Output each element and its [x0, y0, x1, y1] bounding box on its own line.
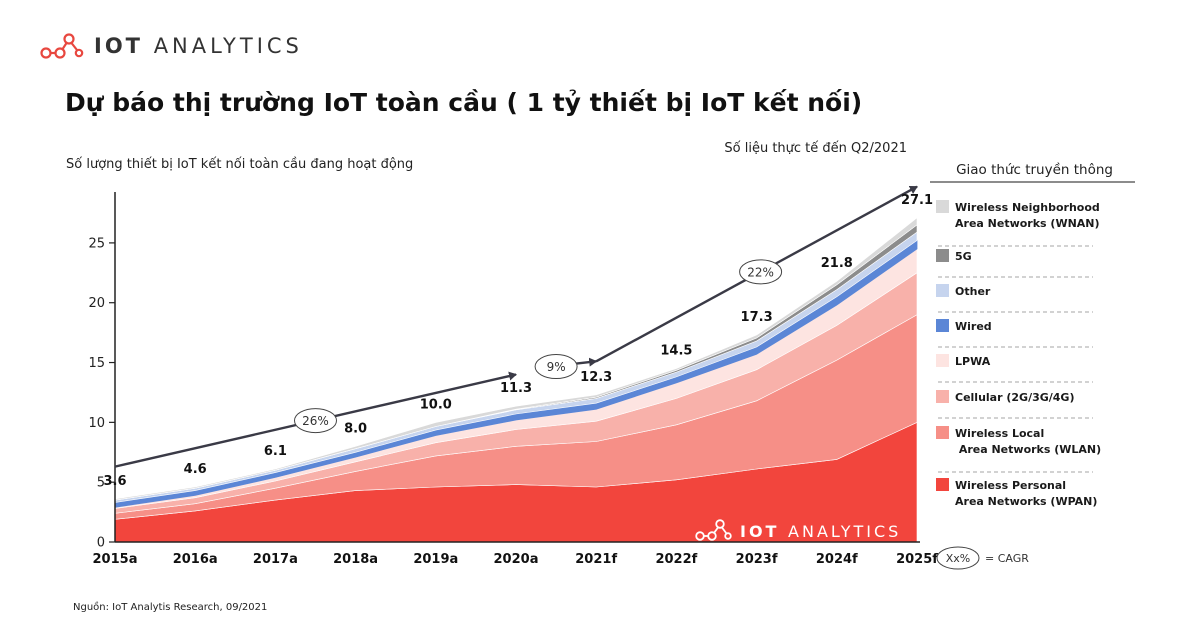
x-tick-label: 2020a [494, 552, 539, 567]
legend-label-other: Other [955, 285, 991, 298]
legend-label-wnan: Area Networks (WNAN) [955, 217, 1100, 230]
chart-axes: 0 5 10 15 20 25 2015a 2016a 2017a 2018a 2019a 2020a… [88, 192, 938, 567]
x-tick-label: 2021f [575, 552, 617, 567]
total-value-label: 10.0 [420, 397, 452, 412]
legend-label-5g: 5G [955, 250, 972, 263]
legend-label-wnan: Wireless Neighborhood [955, 201, 1100, 214]
y-tick-label: 10 [88, 416, 105, 431]
chart-subtitle: Số lượng thiết bị IoT kết nối toàn cầu đ… [66, 157, 413, 172]
y-tick-label: 25 [88, 236, 105, 251]
cagr-label: 22% [747, 265, 774, 279]
y-tick-label: 20 [88, 296, 105, 311]
chart-legend: Wireless Neighborhood Area Networks (WNAN… [936, 200, 1101, 508]
cagr-key-sample: Xx% [946, 552, 971, 565]
watermark-text: IOT ANALYTICS [740, 522, 901, 541]
chart-watermark: IOT ANALYTICS [695, 519, 901, 541]
y-tick-label: 0 [97, 536, 105, 551]
chart-note: Số liệu thực tế đến Q2/2021 [724, 141, 907, 156]
x-tick-label: 2023f [736, 552, 778, 567]
legend-label-wpan: Wireless Personal [955, 479, 1066, 492]
y-tick-label: 5 [97, 476, 105, 491]
legend-swatch-wired [936, 319, 949, 332]
total-labels: 3.6 4.6 6.1 8.0 10.0 11.3 12.3 14.5 17.3 21.8 27.1 [103, 193, 933, 489]
page-title: Dự báo thị trường IoT toàn cầu ( 1 tỷ th… [65, 88, 863, 117]
legend-swatch-other [936, 284, 949, 297]
legend-title: Giao thức truyền thông [956, 161, 1113, 178]
cagr-trend: 26% 9% 22% [114, 185, 918, 468]
cagr-key: Xx% = CAGR [936, 546, 1029, 570]
cagr-badge [739, 259, 783, 285]
cagr-label: 26% [302, 414, 329, 428]
total-value-label: 6.1 [264, 444, 287, 459]
legend-swatch-wnan [936, 200, 949, 213]
legend-swatch-cellular [936, 390, 949, 403]
brand-header: IOT ANALYTICS [40, 32, 303, 60]
legend-label-lpwa: LPWA [955, 355, 991, 368]
x-tick-label: 2015a [93, 552, 138, 567]
legend-swatch-wlan [936, 426, 949, 439]
y-tick-label: 15 [88, 356, 105, 371]
x-tick-label: 2019a [413, 552, 458, 567]
area-wnan [114, 217, 918, 501]
area-layers [114, 217, 918, 543]
legend-label-wlan: Wireless Local [955, 427, 1044, 440]
cagr-badge [294, 408, 337, 434]
x-tick-label: 2018a [333, 552, 378, 567]
total-value-label: 21.8 [821, 256, 853, 271]
brand-name: IOT ANALYTICS [94, 34, 303, 58]
x-tick-label: 2025f [896, 552, 938, 567]
x-tick-label: 2024f [816, 552, 858, 567]
total-value-label: 11.3 [500, 381, 532, 396]
cagr-label: 9% [547, 360, 566, 374]
cagr-key-badge [936, 546, 980, 570]
cagr-key-text: = CAGR [985, 552, 1029, 565]
source-note: Nguồn: IoT Analytis Research, 09/2021 [73, 602, 268, 613]
total-value-label: 27.1 [901, 193, 933, 208]
watermark-logo-icon [695, 519, 732, 541]
x-tick-label: 2022f [655, 552, 697, 567]
total-value-label: 8.0 [344, 421, 367, 436]
total-value-label: 14.5 [660, 344, 692, 359]
x-tick-label: 2016a [173, 552, 218, 567]
total-value-label: 4.6 [184, 462, 207, 477]
x-tick-label: 2017a [253, 552, 298, 567]
legend-swatch-5g [936, 249, 949, 262]
legend-swatch-lpwa [936, 354, 949, 367]
total-value-label: 3.6 [103, 474, 126, 489]
legend-label-wired: Wired [955, 320, 992, 333]
total-value-label: 17.3 [741, 310, 773, 325]
total-value-label: 12.3 [580, 370, 612, 385]
iot-logo-icon [40, 33, 84, 59]
legend-swatch-wpan [936, 478, 949, 491]
cagr-badge [534, 354, 578, 380]
legend-label-wpan: Area Networks (WPAN) [955, 495, 1097, 508]
legend-label-wlan: Area Networks (WLAN) [955, 443, 1101, 456]
legend-label-cellular: Cellular (2G/3G/4G) [955, 391, 1075, 404]
